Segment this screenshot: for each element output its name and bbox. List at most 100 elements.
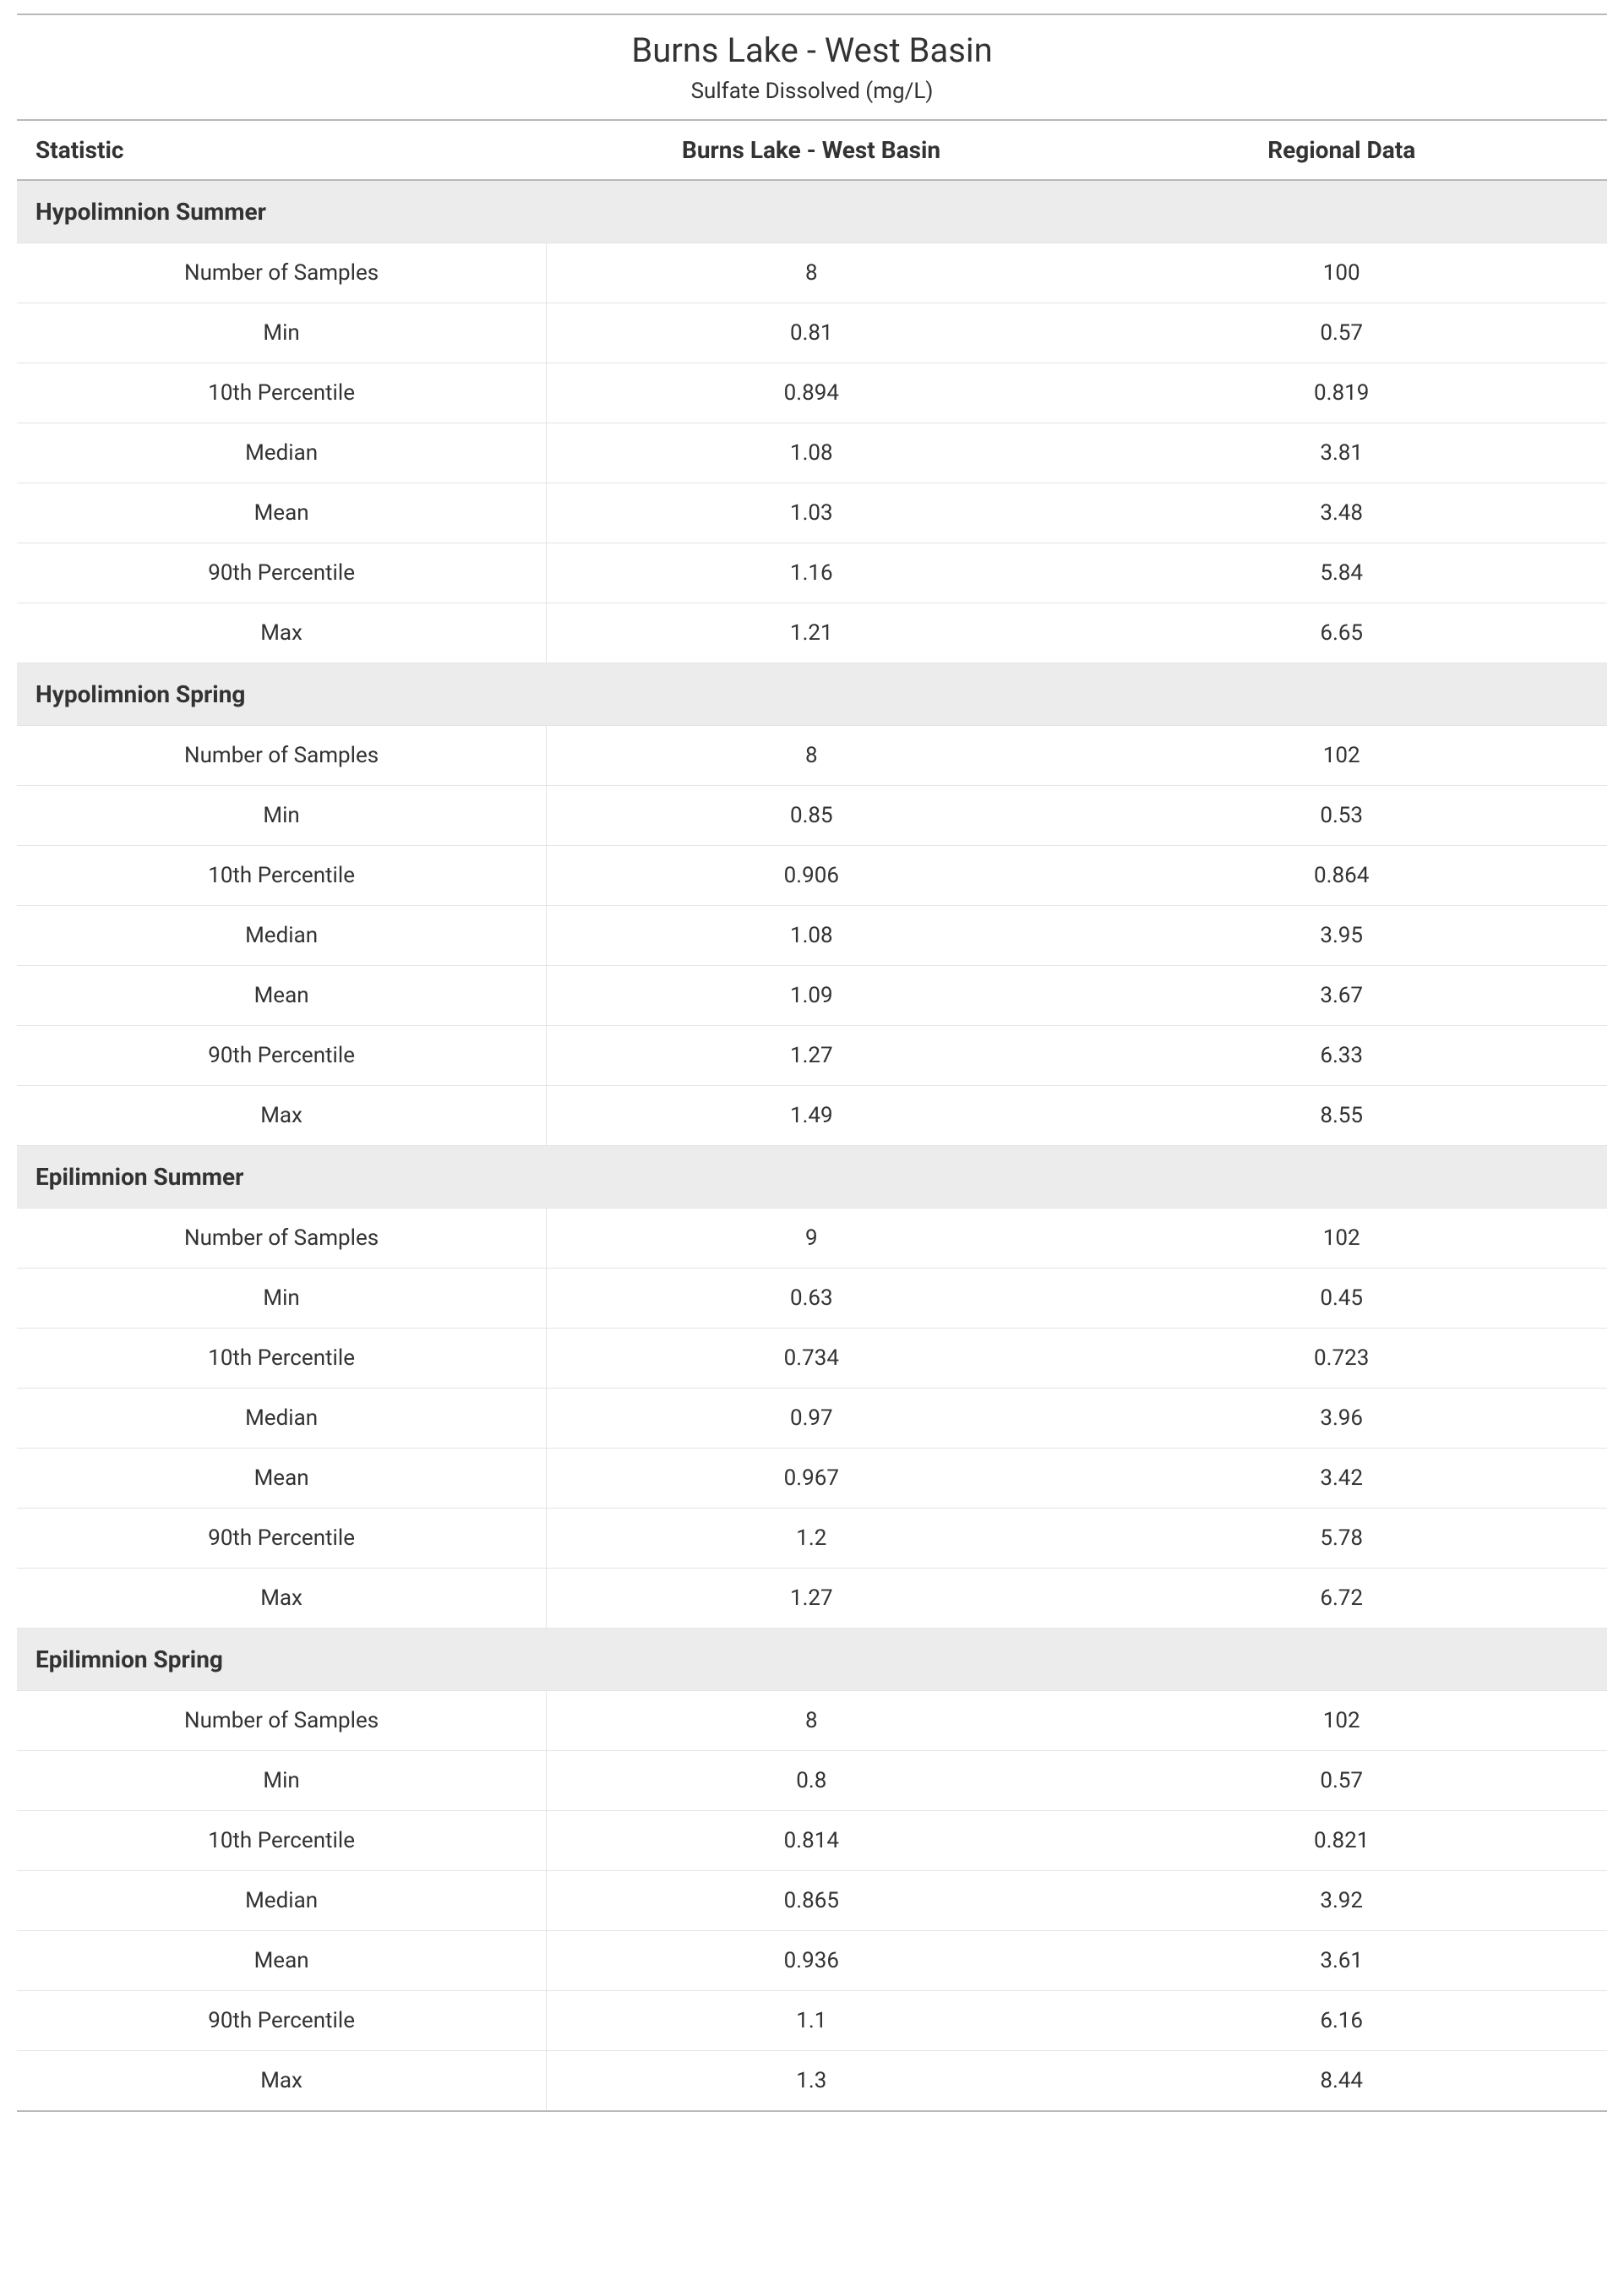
- regional-value-cell: 102: [1076, 726, 1607, 786]
- stat-label-cell: Max: [17, 603, 547, 663]
- table-row: 90th Percentile1.165.84: [17, 543, 1607, 603]
- site-value-cell: 1.3: [547, 2051, 1076, 2112]
- regional-value-cell: 100: [1076, 243, 1607, 303]
- regional-value-cell: 102: [1076, 1209, 1607, 1269]
- table-row: Max1.216.65: [17, 603, 1607, 663]
- site-value-cell: 1.09: [547, 966, 1076, 1026]
- site-value-cell: 0.85: [547, 786, 1076, 846]
- regional-value-cell: 5.84: [1076, 543, 1607, 603]
- col-header-regional: Regional Data: [1076, 120, 1607, 180]
- table-row: Max1.276.72: [17, 1569, 1607, 1629]
- site-value-cell: 0.8: [547, 1751, 1076, 1811]
- stat-label-cell: Mean: [17, 1931, 547, 1991]
- site-value-cell: 0.865: [547, 1871, 1076, 1931]
- site-value-cell: 0.967: [547, 1449, 1076, 1509]
- site-value-cell: 1.2: [547, 1509, 1076, 1569]
- regional-value-cell: 6.72: [1076, 1569, 1607, 1629]
- table-row: Number of Samples9102: [17, 1209, 1607, 1269]
- stat-label-cell: Min: [17, 1269, 547, 1329]
- stat-label-cell: Number of Samples: [17, 1691, 547, 1751]
- regional-value-cell: 0.45: [1076, 1269, 1607, 1329]
- table-row: Mean0.9673.42: [17, 1449, 1607, 1509]
- site-value-cell: 1.49: [547, 1086, 1076, 1146]
- regional-value-cell: 0.57: [1076, 303, 1607, 363]
- site-value-cell: 8: [547, 243, 1076, 303]
- stat-label-cell: Median: [17, 1871, 547, 1931]
- site-value-cell: 1.27: [547, 1026, 1076, 1086]
- report-page: Burns Lake - West Basin Sulfate Dissolve…: [0, 14, 1624, 2146]
- table-row: 90th Percentile1.25.78: [17, 1509, 1607, 1569]
- stat-label-cell: 90th Percentile: [17, 1026, 547, 1086]
- site-value-cell: 1.16: [547, 543, 1076, 603]
- site-value-cell: 1.08: [547, 906, 1076, 966]
- regional-value-cell: 3.92: [1076, 1871, 1607, 1931]
- regional-value-cell: 6.65: [1076, 603, 1607, 663]
- table-row: Median1.083.81: [17, 423, 1607, 483]
- table-row: Mean0.9363.61: [17, 1931, 1607, 1991]
- table-section: Epilimnion SummerNumber of Samples9102Mi…: [17, 1146, 1607, 1629]
- regional-value-cell: 0.821: [1076, 1811, 1607, 1871]
- stat-label-cell: Mean: [17, 1449, 547, 1509]
- regional-value-cell: 3.95: [1076, 906, 1607, 966]
- top-rule: [17, 14, 1607, 15]
- site-value-cell: 1.03: [547, 483, 1076, 543]
- site-value-cell: 9: [547, 1209, 1076, 1269]
- section-header-cell: Hypolimnion Spring: [17, 663, 1607, 726]
- regional-value-cell: 0.819: [1076, 363, 1607, 423]
- table-row: Median0.8653.92: [17, 1871, 1607, 1931]
- section-header-cell: Epilimnion Spring: [17, 1629, 1607, 1691]
- regional-value-cell: 3.61: [1076, 1931, 1607, 1991]
- site-value-cell: 1.08: [547, 423, 1076, 483]
- site-value-cell: 0.81: [547, 303, 1076, 363]
- table-row: Median1.083.95: [17, 906, 1607, 966]
- regional-value-cell: 3.67: [1076, 966, 1607, 1026]
- stat-label-cell: Median: [17, 1389, 547, 1449]
- regional-value-cell: 0.723: [1076, 1329, 1607, 1389]
- table-row: Mean1.033.48: [17, 483, 1607, 543]
- regional-value-cell: 6.33: [1076, 1026, 1607, 1086]
- report-subtitle: Sulfate Dissolved (mg/L): [17, 79, 1607, 104]
- table-row: Min0.810.57: [17, 303, 1607, 363]
- report-title: Burns Lake - West Basin: [17, 30, 1607, 70]
- section-header-row: Epilimnion Summer: [17, 1146, 1607, 1209]
- stat-label-cell: 90th Percentile: [17, 1991, 547, 2051]
- site-value-cell: 0.894: [547, 363, 1076, 423]
- regional-value-cell: 6.16: [1076, 1991, 1607, 2051]
- stat-label-cell: Number of Samples: [17, 726, 547, 786]
- stat-label-cell: Min: [17, 786, 547, 846]
- site-value-cell: 0.906: [547, 846, 1076, 906]
- section-header-cell: Hypolimnion Summer: [17, 180, 1607, 243]
- stat-label-cell: Number of Samples: [17, 243, 547, 303]
- table-section: Hypolimnion SpringNumber of Samples8102M…: [17, 663, 1607, 1146]
- stat-label-cell: 10th Percentile: [17, 846, 547, 906]
- regional-value-cell: 8.44: [1076, 2051, 1607, 2112]
- site-value-cell: 0.814: [547, 1811, 1076, 1871]
- table-row: 10th Percentile0.8940.819: [17, 363, 1607, 423]
- statistics-table: Statistic Burns Lake - West Basin Region…: [17, 119, 1607, 2112]
- table-row: Max1.38.44: [17, 2051, 1607, 2112]
- table-section: Hypolimnion SummerNumber of Samples8100M…: [17, 180, 1607, 663]
- regional-value-cell: 102: [1076, 1691, 1607, 1751]
- table-row: 10th Percentile0.7340.723: [17, 1329, 1607, 1389]
- site-value-cell: 1.21: [547, 603, 1076, 663]
- section-header-cell: Epilimnion Summer: [17, 1146, 1607, 1209]
- table-section: Epilimnion SpringNumber of Samples8102 Mi…: [17, 1629, 1607, 2112]
- table-row: Mean1.093.67: [17, 966, 1607, 1026]
- site-value-cell: 8: [547, 1691, 1076, 1751]
- site-value-cell: 8: [547, 726, 1076, 786]
- regional-value-cell: 0.864: [1076, 846, 1607, 906]
- stat-label-cell: Mean: [17, 483, 547, 543]
- table-row: Min0.850.53: [17, 786, 1607, 846]
- stat-label-cell: Min: [17, 1751, 547, 1811]
- site-value-cell: 0.97: [547, 1389, 1076, 1449]
- table-row: Number of Samples8100: [17, 243, 1607, 303]
- site-value-cell: 0.936: [547, 1931, 1076, 1991]
- table-row: 90th Percentile1.276.33: [17, 1026, 1607, 1086]
- regional-value-cell: 3.96: [1076, 1389, 1607, 1449]
- table-row: Number of Samples8102: [17, 726, 1607, 786]
- site-value-cell: 1.1: [547, 1991, 1076, 2051]
- stat-label-cell: Mean: [17, 966, 547, 1026]
- stat-label-cell: Median: [17, 906, 547, 966]
- stat-label-cell: 10th Percentile: [17, 363, 547, 423]
- table-row: 10th Percentile0.9060.864: [17, 846, 1607, 906]
